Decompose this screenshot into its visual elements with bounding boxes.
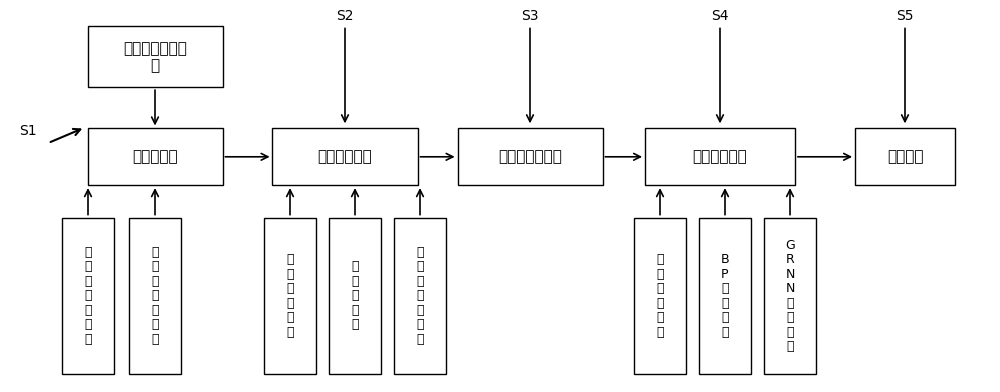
- Text: S3: S3: [521, 9, 539, 23]
- Text: 密度计算模型: 密度计算模型: [693, 149, 747, 164]
- FancyBboxPatch shape: [855, 129, 955, 185]
- FancyBboxPatch shape: [88, 129, 222, 185]
- Text: B
P
神
经
网
络: B P 神 经 网 络: [721, 253, 729, 339]
- Text: 谱
图
分
区
面
积: 谱 图 分 区 面 积: [286, 253, 294, 339]
- FancyBboxPatch shape: [129, 218, 181, 374]
- FancyBboxPatch shape: [62, 218, 114, 374]
- Text: 谱
图
格
式
标
准
化: 谱 图 格 式 标 准 化: [84, 246, 92, 346]
- FancyBboxPatch shape: [88, 27, 222, 87]
- FancyBboxPatch shape: [264, 218, 316, 374]
- Text: S4: S4: [711, 9, 729, 23]
- Text: 谱图特征提取: 谱图特征提取: [318, 149, 372, 164]
- FancyBboxPatch shape: [645, 129, 795, 185]
- Text: S2: S2: [336, 9, 354, 23]
- Text: 训练样本集建立: 训练样本集建立: [498, 149, 562, 164]
- Text: S5: S5: [896, 9, 914, 23]
- Text: 模型评估: 模型评估: [887, 149, 923, 164]
- Text: S1: S1: [19, 124, 37, 138]
- FancyBboxPatch shape: [764, 218, 816, 374]
- Text: G
R
N
N
神
经
网
络: G R N N 神 经 网 络: [785, 239, 795, 353]
- FancyBboxPatch shape: [272, 129, 418, 185]
- Text: 谱
图
幅
值
归
一
化: 谱 图 幅 值 归 一 化: [151, 246, 159, 346]
- Text: 地化录井热解谱
图: 地化录井热解谱 图: [123, 41, 187, 73]
- Text: 最
大
峰
出
现
时
间: 最 大 峰 出 现 时 间: [416, 246, 424, 346]
- Text: 谱图标准化: 谱图标准化: [132, 149, 178, 164]
- FancyBboxPatch shape: [634, 218, 686, 374]
- FancyBboxPatch shape: [394, 218, 446, 374]
- FancyBboxPatch shape: [699, 218, 751, 374]
- FancyBboxPatch shape: [458, 129, 602, 185]
- Text: 多
元
线
性
回
归: 多 元 线 性 回 归: [656, 253, 664, 339]
- FancyBboxPatch shape: [329, 218, 381, 374]
- Text: 样
本
降
解
度: 样 本 降 解 度: [351, 260, 359, 332]
